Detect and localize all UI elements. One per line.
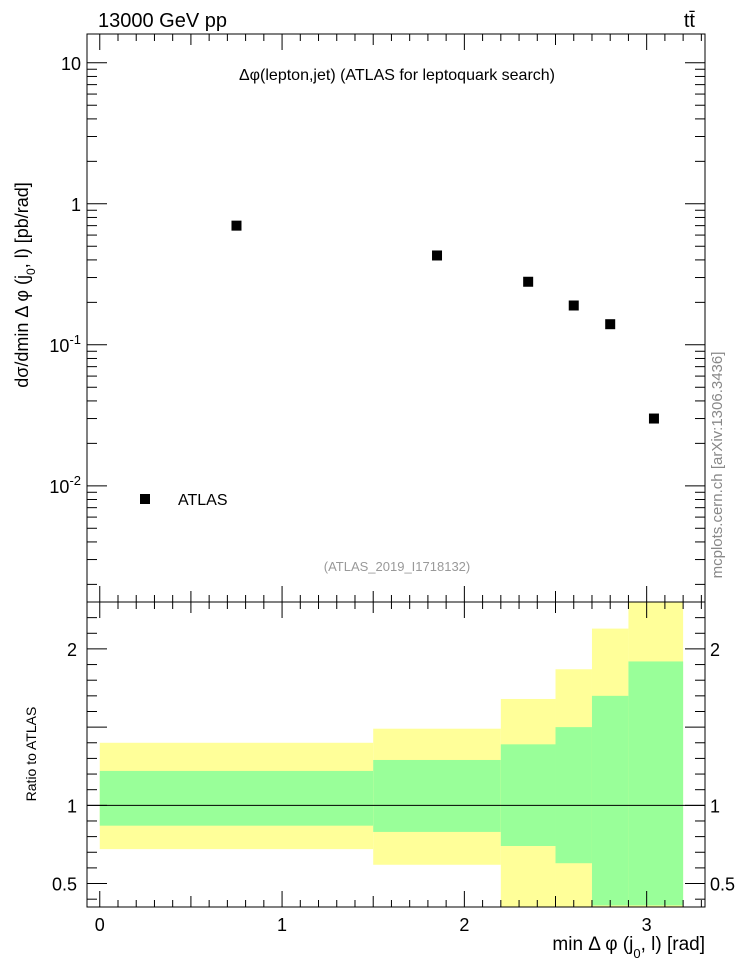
ratio-y-axis-label: Ratio to ATLAS — [23, 707, 39, 802]
main-y-ticks: 10 1 10-1 10-2 — [49, 54, 705, 585]
energy-label: 13000 GeV pp — [98, 10, 227, 32]
y-tick-label: 10 — [61, 54, 81, 74]
data-point — [523, 276, 534, 287]
y-tick-label: 1 — [71, 195, 81, 215]
watermark: mcplots.cern.ch [arXiv:1306.3436] — [709, 352, 726, 579]
ratio-x-ticks: 0 1 2 3 — [95, 602, 702, 935]
x-axis-label: min Δ φ (j0, l) [rad] — [552, 934, 705, 961]
ratio-y-tick-label-right: 2 — [710, 640, 720, 660]
data-point — [432, 250, 443, 261]
data-points — [231, 220, 659, 424]
x-tick-label: 0 — [95, 915, 105, 935]
ratio-panel: 0.5 0.5 1 1 2 2 0 1 2 3 Ratio to ATLAS min Δ φ (… — [23, 601, 735, 961]
main-plot-frame — [86, 33, 706, 603]
ratio-y-tick-label-right: 0.5 — [710, 875, 735, 895]
legend-label: ATLAS — [178, 492, 228, 509]
y-tick-label: 10-1 — [49, 332, 81, 356]
green-band — [373, 759, 501, 832]
ratio-plot-frame — [86, 601, 706, 908]
data-point — [648, 413, 659, 424]
analysis-id: (ATLAS_2019_I1718132) — [324, 559, 470, 574]
chart-title: Δφ(lepton,jet) (ATLAS for leptoquark sea… — [239, 67, 555, 84]
ratio-y-tick-label: 2 — [67, 640, 77, 660]
main-y-axis-label: dσ/dmin Δ φ (j0, l) [pb/rad] — [12, 182, 38, 388]
green-band — [628, 661, 684, 906]
ratio-bands — [99, 602, 684, 907]
legend-marker — [140, 494, 150, 504]
x-tick-label: 2 — [459, 915, 469, 935]
ratio-y-tick-label: 0.5 — [52, 875, 77, 895]
data-point — [568, 300, 579, 311]
green-band — [500, 744, 556, 846]
ratio-y-tick-label-right: 1 — [710, 796, 720, 816]
main-x-ticks — [99, 34, 702, 602]
x-tick-label: 3 — [642, 915, 652, 935]
green-band — [555, 727, 592, 864]
ratio-y-ticks: 0.5 0.5 1 1 2 2 — [52, 601, 735, 900]
x-tick-label: 1 — [277, 915, 287, 935]
green-band — [591, 695, 629, 906]
data-point — [231, 220, 242, 231]
data-point — [605, 319, 616, 330]
process-label: tt̄ — [684, 10, 696, 32]
ratio-y-tick-label: 1 — [67, 796, 77, 816]
y-tick-label: 10-2 — [49, 473, 81, 497]
green-band — [99, 770, 374, 826]
main-panel: 10 1 10-1 10-2 Δφ(lepton,jet) (ATLAS for le… — [12, 33, 706, 603]
